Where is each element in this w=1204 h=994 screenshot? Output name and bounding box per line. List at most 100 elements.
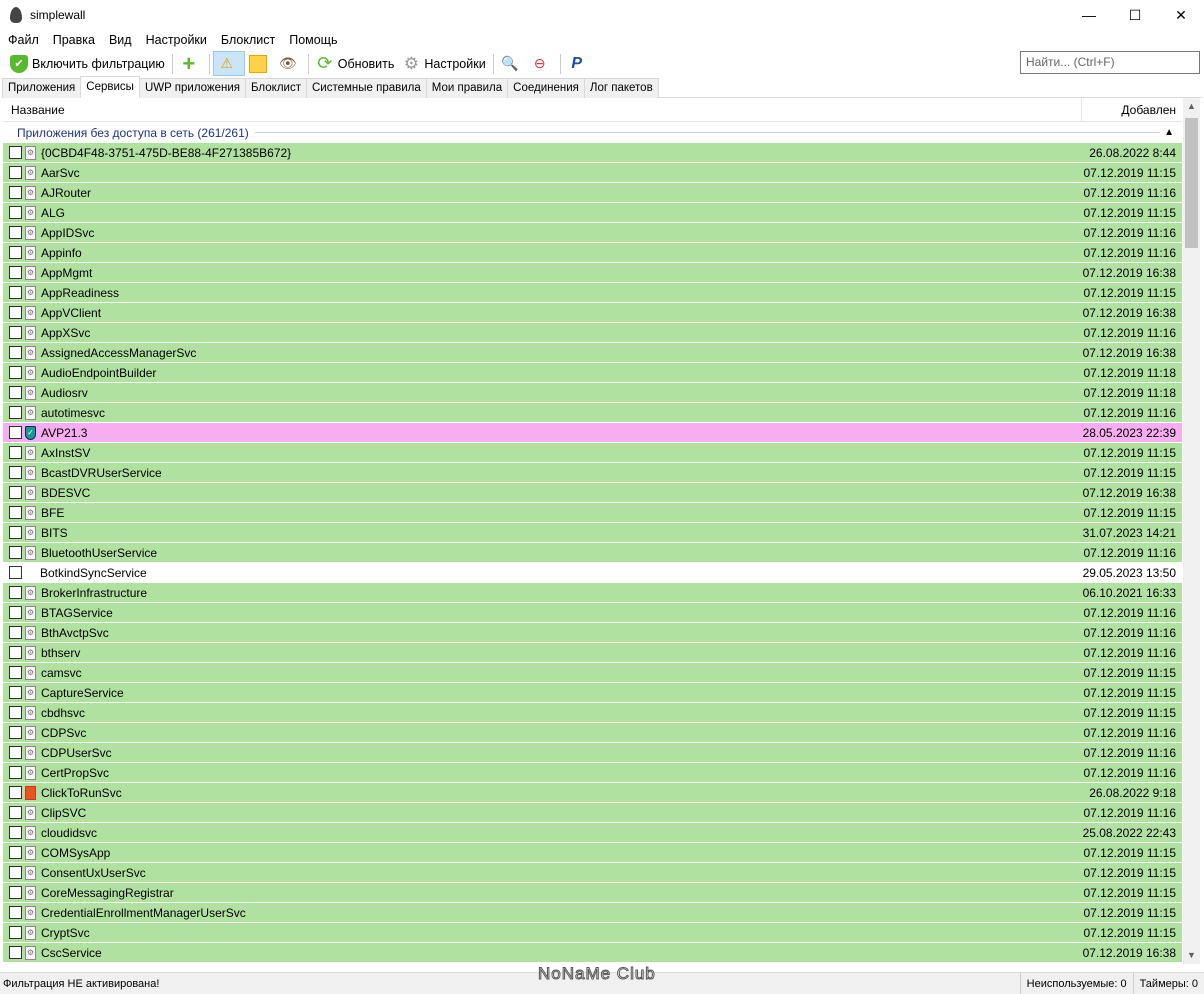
table-row[interactable]: ⚙ ClipSVC 07.12.2019 11:16 — [3, 803, 1182, 823]
row-checkbox[interactable] — [9, 826, 22, 839]
menu-view[interactable]: Вид — [108, 33, 132, 47]
column-name-header[interactable]: Название — [11, 102, 65, 117]
row-checkbox[interactable] — [9, 746, 22, 759]
table-row[interactable]: ⚙ ALG 07.12.2019 11:15 — [3, 203, 1182, 223]
row-checkbox[interactable] — [9, 926, 22, 939]
table-row[interactable]: ⚙ autotimesvc 07.12.2019 11:16 — [3, 403, 1182, 423]
row-checkbox[interactable] — [9, 166, 22, 179]
table-row[interactable]: ⚙ CoreMessagingRegistrar 07.12.2019 11:15 — [3, 883, 1182, 903]
tab-apps[interactable]: Приложения — [2, 78, 82, 98]
maximize-button[interactable]: ☐ — [1128, 6, 1142, 23]
minimize-button[interactable]: — — [1082, 7, 1096, 23]
add-button[interactable]: + — [176, 51, 206, 76]
menu-settings[interactable]: Настройки — [145, 33, 207, 47]
row-checkbox[interactable] — [9, 186, 22, 199]
row-checkbox[interactable] — [9, 886, 22, 899]
row-checkbox[interactable] — [9, 526, 22, 539]
row-checkbox[interactable] — [9, 666, 22, 679]
table-row[interactable]: ⚙ CDPUserSvc 07.12.2019 11:16 — [3, 743, 1182, 763]
table-row[interactable]: ⚙ {0CBD4F48-3751-475D-BE88-4F271385B672} 2… — [3, 143, 1182, 163]
row-checkbox[interactable] — [9, 266, 22, 279]
menu-blocklist[interactable]: Блоклист — [220, 33, 276, 47]
row-checkbox[interactable] — [9, 406, 22, 419]
row-checkbox[interactable] — [9, 766, 22, 779]
table-row[interactable]: ⚙ CredentialEnrollmentManagerUserSvc 07.12… — [3, 903, 1182, 923]
row-checkbox[interactable] — [9, 566, 22, 579]
row-checkbox[interactable] — [9, 546, 22, 559]
row-checkbox[interactable] — [9, 486, 22, 499]
view-toggle[interactable]: 👁 — [275, 51, 305, 76]
table-row[interactable]: ⚙ AppIDSvc 07.12.2019 11:16 — [3, 223, 1182, 243]
table-row[interactable]: ⚙ BDESVC 07.12.2019 16:38 — [3, 483, 1182, 503]
row-checkbox[interactable] — [9, 586, 22, 599]
row-checkbox[interactable] — [9, 226, 22, 239]
row-checkbox[interactable] — [9, 306, 22, 319]
row-checkbox[interactable] — [9, 946, 22, 959]
group-header[interactable]: Приложения без доступа в сеть (261/261) … — [3, 122, 1182, 143]
table-row[interactable]: ⚙ AudioEndpointBuilder 07.12.2019 11:18 — [3, 363, 1182, 383]
table-row[interactable]: BotkindSyncService 29.05.2023 13:50 — [3, 563, 1182, 583]
table-row[interactable]: ⚙ CryptSvc 07.12.2019 11:15 — [3, 923, 1182, 943]
table-row[interactable]: ⚙ AppReadiness 07.12.2019 11:15 — [3, 283, 1182, 303]
settings-button[interactable]: ⚙ Настройки — [398, 51, 489, 76]
row-checkbox[interactable] — [9, 846, 22, 859]
row-checkbox[interactable] — [9, 806, 22, 819]
table-row[interactable]: ⚙ BTAGService 07.12.2019 11:16 — [3, 603, 1182, 623]
row-checkbox[interactable] — [9, 706, 22, 719]
menu-file[interactable]: Файл — [8, 33, 39, 47]
table-row[interactable]: ⚙ ConsentUxUserSvc 07.12.2019 11:15 — [3, 863, 1182, 883]
table-row[interactable]: ⚙ AppVClient 07.12.2019 16:38 — [3, 303, 1182, 323]
table-row[interactable]: ⚙ AarSvc 07.12.2019 11:15 — [3, 163, 1182, 183]
table-row[interactable]: ⚙ cbdhsvc 07.12.2019 11:15 — [3, 703, 1182, 723]
donate-button[interactable]: P — [564, 51, 594, 76]
close-button[interactable]: ✕ — [1175, 6, 1187, 23]
table-row[interactable]: ⚙ camsvc 07.12.2019 11:15 — [3, 663, 1182, 683]
table-row[interactable]: ⚙ BFE 07.12.2019 11:15 — [3, 503, 1182, 523]
table-row[interactable]: ⚙ AppMgmt 07.12.2019 16:38 — [3, 263, 1182, 283]
tab-packet-log[interactable]: Лог пакетов — [583, 78, 659, 98]
table-row[interactable]: ⚙ AxInstSV 07.12.2019 11:15 — [3, 443, 1182, 463]
vertical-scrollbar[interactable]: ▲ ▼ — [1183, 98, 1200, 964]
table-row[interactable]: ⚙ BITS 31.07.2023 14:21 — [3, 523, 1182, 543]
row-checkbox[interactable] — [9, 686, 22, 699]
column-added-header[interactable]: Добавлен — [1121, 102, 1176, 117]
notes-toggle[interactable] — [245, 51, 275, 76]
row-checkbox[interactable] — [9, 646, 22, 659]
table-row[interactable]: ✓ AVP21.3 28.05.2023 22:39 — [3, 423, 1182, 443]
table-row[interactable]: ⚙ CDPSvc 07.12.2019 11:16 — [3, 723, 1182, 743]
table-row[interactable]: ⚙ BcastDVRUserService 07.12.2019 11:15 — [3, 463, 1182, 483]
enable-filter-button[interactable]: ✔ Включить фильтрацию — [6, 51, 169, 76]
table-row[interactable]: ⚙ COMSysApp 07.12.2019 11:15 — [3, 843, 1182, 863]
table-row[interactable]: ⚙ AssignedAccessManagerSvc 07.12.2019 16:3… — [3, 343, 1182, 363]
table-row[interactable]: ⚙ BluetoothUserService 07.12.2019 11:16 — [3, 543, 1182, 563]
tab-my-rules[interactable]: Мои правила — [425, 78, 509, 98]
collapse-chevron-icon[interactable]: ▲ — [1164, 127, 1174, 138]
scroll-thumb[interactable] — [1185, 118, 1198, 248]
table-row[interactable]: ClickToRunSvc 26.08.2022 9:18 — [3, 783, 1182, 803]
menu-edit[interactable]: Правка — [52, 33, 95, 47]
scroll-up-icon[interactable]: ▲ — [1187, 101, 1196, 111]
table-row[interactable]: ⚙ CscService 07.12.2019 16:38 — [3, 943, 1182, 963]
search-input[interactable]: Найти... (Ctrl+F) — [1020, 51, 1200, 74]
tab-uwp[interactable]: UWP приложения — [138, 78, 247, 98]
row-checkbox[interactable] — [9, 786, 22, 799]
table-row[interactable]: ⚙ CaptureService 07.12.2019 11:15 — [3, 683, 1182, 703]
refresh-button[interactable]: ⟳ Обновить — [312, 51, 399, 76]
scroll-down-icon[interactable]: ▼ — [1187, 950, 1196, 960]
tab-connections[interactable]: Соединения — [507, 78, 585, 98]
row-checkbox[interactable] — [9, 326, 22, 339]
table-row[interactable]: ⚙ Audiosrv 07.12.2019 11:18 — [3, 383, 1182, 403]
row-checkbox[interactable] — [9, 346, 22, 359]
row-checkbox[interactable] — [9, 466, 22, 479]
row-checkbox[interactable] — [9, 286, 22, 299]
tab-system-rules[interactable]: Системные правила — [305, 78, 427, 98]
row-checkbox[interactable] — [9, 866, 22, 879]
row-checkbox[interactable] — [9, 146, 22, 159]
table-row[interactable]: ⚙ AJRouter 07.12.2019 11:16 — [3, 183, 1182, 203]
warnings-toggle[interactable]: ⚠ — [212, 51, 245, 76]
row-checkbox[interactable] — [9, 386, 22, 399]
log-view-button[interactable]: 🔍 — [497, 51, 527, 76]
row-checkbox[interactable] — [9, 246, 22, 259]
log-clear-button[interactable]: ⊖ — [527, 51, 557, 76]
row-checkbox[interactable] — [9, 906, 22, 919]
